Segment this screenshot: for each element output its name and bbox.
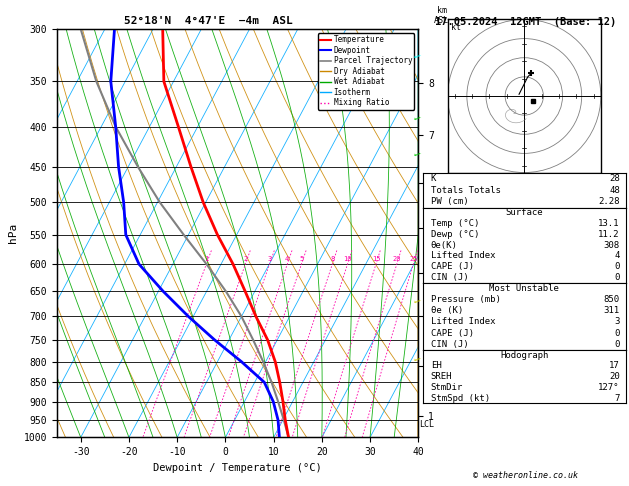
Text: 11.2: 11.2 [598,230,620,239]
Text: 0: 0 [615,273,620,282]
Text: Lifted Index: Lifted Index [431,251,495,260]
Text: 0: 0 [615,329,620,338]
Text: Pressure (mb): Pressure (mb) [431,295,501,304]
Text: kt: kt [451,23,461,32]
Text: 15: 15 [372,256,380,262]
Text: 20: 20 [609,372,620,381]
Text: 13.1: 13.1 [598,219,620,228]
Text: 48: 48 [609,186,620,194]
Text: 4: 4 [285,256,289,262]
Text: SREH: SREH [431,372,452,381]
Text: StmSpd (kt): StmSpd (kt) [431,394,490,402]
Text: 1: 1 [204,256,208,262]
Text: LCL: LCL [419,420,433,429]
Text: 0: 0 [615,262,620,271]
Text: 5: 5 [299,256,304,262]
X-axis label: Dewpoint / Temperature (°C): Dewpoint / Temperature (°C) [153,463,322,473]
Text: CIN (J): CIN (J) [431,340,469,349]
Text: Dewp (°C): Dewp (°C) [431,230,479,239]
Text: Lifted Index: Lifted Index [431,317,495,327]
Legend: Temperature, Dewpoint, Parcel Trajectory, Dry Adiabat, Wet Adiabat, Isotherm, Mi: Temperature, Dewpoint, Parcel Trajectory… [318,33,415,110]
Text: PW (cm): PW (cm) [431,197,469,206]
Text: θe(K): θe(K) [431,241,458,250]
Text: K: K [431,174,436,183]
Text: © weatheronline.co.uk: © weatheronline.co.uk [473,471,577,480]
Text: CAPE (J): CAPE (J) [431,329,474,338]
Text: 3: 3 [615,317,620,327]
Text: 7: 7 [615,394,620,402]
Text: θe (K): θe (K) [431,306,463,315]
Text: 311: 311 [604,306,620,315]
Text: ✓: ✓ [410,296,423,309]
Title: 52°18'N  4°47'E  −4m  ASL: 52°18'N 4°47'E −4m ASL [124,16,293,26]
Text: Surface: Surface [506,208,543,217]
Text: CIN (J): CIN (J) [431,273,469,282]
Text: km
ASL: km ASL [434,6,449,25]
Text: EH: EH [431,362,442,370]
Text: Most Unstable: Most Unstable [489,284,559,293]
Y-axis label: Mixing Ratio (g/kg): Mixing Ratio (g/kg) [440,177,450,289]
Text: ✓: ✓ [410,149,423,162]
Text: 2.28: 2.28 [598,197,620,206]
Text: 20: 20 [392,256,401,262]
Text: 0: 0 [615,340,620,349]
Text: 2: 2 [243,256,247,262]
Text: Hodograph: Hodograph [500,351,548,360]
Text: 127°: 127° [598,383,620,392]
Text: 17.05.2024  12GMT  (Base: 12): 17.05.2024 12GMT (Base: 12) [435,17,616,27]
Text: 10: 10 [343,256,352,262]
Text: StmDir: StmDir [431,383,463,392]
Text: ✓: ✓ [410,113,423,125]
Text: 4: 4 [615,251,620,260]
Y-axis label: hPa: hPa [8,223,18,243]
Text: 17: 17 [609,362,620,370]
Text: ✓: ✓ [410,52,423,64]
Text: Temp (°C): Temp (°C) [431,219,479,228]
Text: 25: 25 [409,256,418,262]
Text: 850: 850 [604,295,620,304]
Text: 308: 308 [604,241,620,250]
Text: Totals Totals: Totals Totals [431,186,501,194]
Text: 28: 28 [609,174,620,183]
Text: 3: 3 [267,256,272,262]
Text: CAPE (J): CAPE (J) [431,262,474,271]
Text: ✓: ✓ [410,353,423,366]
Text: 8: 8 [330,256,335,262]
